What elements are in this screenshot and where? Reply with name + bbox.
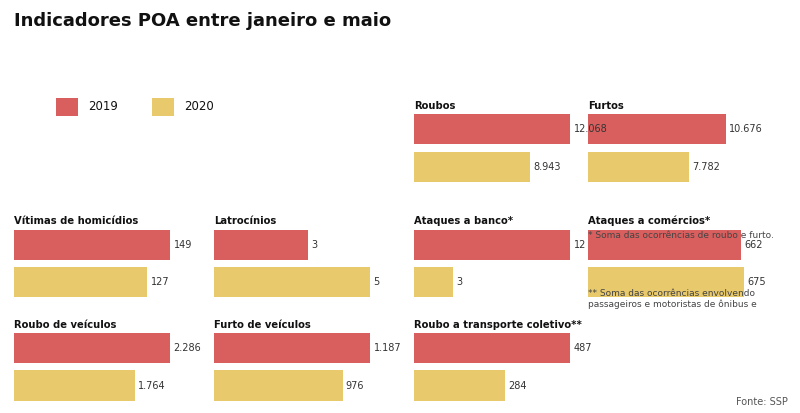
Text: 3: 3 bbox=[457, 277, 462, 287]
Text: 5: 5 bbox=[374, 277, 380, 287]
Text: 127: 127 bbox=[150, 277, 169, 287]
Text: Vítimas de homicídios: Vítimas de homicídios bbox=[14, 216, 138, 226]
Text: 976: 976 bbox=[346, 380, 364, 391]
Text: Latrocínios: Latrocínios bbox=[214, 216, 277, 226]
Text: 662: 662 bbox=[744, 240, 762, 250]
Text: 675: 675 bbox=[747, 277, 766, 287]
Text: Indicadores POA entre janeiro e maio: Indicadores POA entre janeiro e maio bbox=[14, 12, 391, 31]
Text: 3: 3 bbox=[311, 240, 318, 250]
Text: 8.943: 8.943 bbox=[534, 161, 561, 172]
Text: Roubo a transporte coletivo**: Roubo a transporte coletivo** bbox=[414, 320, 582, 330]
Text: 1.187: 1.187 bbox=[374, 343, 402, 353]
Text: Ataques a comércios*: Ataques a comércios* bbox=[588, 216, 710, 226]
Text: 284: 284 bbox=[509, 380, 527, 391]
Text: Furto de veículos: Furto de veículos bbox=[214, 320, 311, 330]
Text: 7.782: 7.782 bbox=[692, 161, 720, 172]
Text: Roubos: Roubos bbox=[414, 101, 456, 111]
Text: Roubo de veículos: Roubo de veículos bbox=[14, 320, 117, 330]
Text: 12: 12 bbox=[574, 240, 586, 250]
Text: Furtos: Furtos bbox=[588, 101, 624, 111]
Text: Ataques a banco*: Ataques a banco* bbox=[414, 216, 514, 226]
Text: 10.676: 10.676 bbox=[730, 124, 763, 134]
Text: Fonte: SSP: Fonte: SSP bbox=[736, 397, 788, 407]
Text: 2020: 2020 bbox=[184, 100, 214, 114]
Text: 1.764: 1.764 bbox=[138, 380, 166, 391]
Text: 2019: 2019 bbox=[88, 100, 118, 114]
Text: 2.286: 2.286 bbox=[174, 343, 202, 353]
Text: 12.068: 12.068 bbox=[574, 124, 607, 134]
Text: 149: 149 bbox=[174, 240, 192, 250]
Text: * Soma das ocorrências de roubo e furto.: * Soma das ocorrências de roubo e furto. bbox=[588, 231, 774, 240]
Text: ** Soma das ocorrências envolvendo
passageiros e motoristas de ônibus e: ** Soma das ocorrências envolvendo passa… bbox=[588, 289, 757, 309]
Text: 487: 487 bbox=[574, 343, 592, 353]
